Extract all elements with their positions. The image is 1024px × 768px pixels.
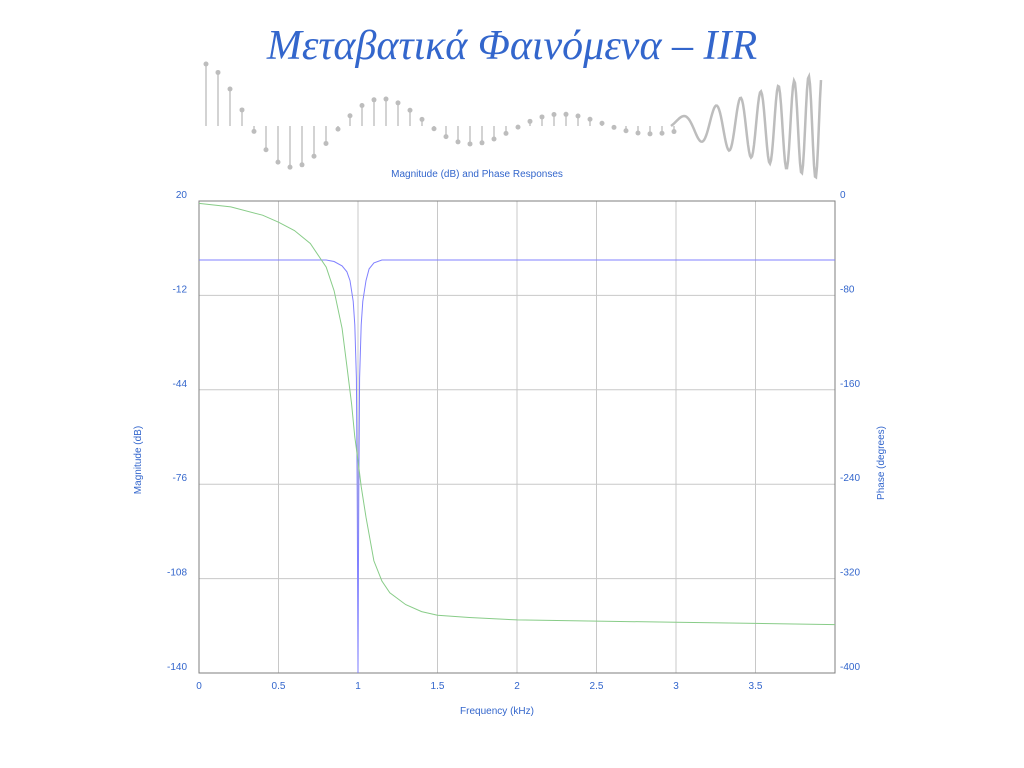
- y-tick-label-left: 20: [176, 190, 188, 201]
- series-lines: [198, 202, 836, 674]
- banner-stem-dot: [407, 107, 413, 113]
- banner-stem-dot: [671, 129, 677, 135]
- banner-stem-dot: [587, 116, 593, 122]
- banner-stem-dot: [347, 113, 353, 119]
- banner-stem-dot: [287, 164, 293, 170]
- chart-title: Magnitude (dB) and Phase Responses: [391, 169, 563, 180]
- y-axis-label-right: Phase (degrees): [876, 426, 887, 500]
- plot-frame: [198, 200, 836, 674]
- banner-stem-dot: [527, 118, 533, 124]
- banner-stem-dot: [659, 130, 665, 136]
- x-tick-label: 2: [514, 681, 520, 692]
- banner-stem-dot: [275, 159, 281, 165]
- banner-stem-dot: [575, 113, 581, 119]
- y-tick-label-right: -320: [840, 568, 860, 579]
- banner-stem-dot: [203, 61, 209, 67]
- banner-stem-dot: [599, 120, 605, 126]
- banner-stem-dot: [383, 96, 389, 102]
- x-tick-label: 0: [196, 681, 202, 692]
- banner-stem-dot: [419, 116, 425, 122]
- banner-stem-dot: [371, 97, 377, 103]
- banner-stem-dot: [635, 130, 641, 136]
- banner-stem-dot: [479, 140, 485, 146]
- grid-lines: [199, 201, 835, 673]
- x-tick-label: 0.5: [272, 681, 286, 692]
- banner-stem-dot: [503, 130, 509, 136]
- x-tick-label: 3: [673, 681, 679, 692]
- y-tick-label-right: -160: [840, 379, 860, 390]
- y-tick-label-left: -108: [167, 568, 187, 579]
- y-tick-label-left: -76: [173, 473, 188, 484]
- banner-stem-dot: [251, 128, 257, 134]
- banner-stem-dot: [611, 124, 617, 130]
- banner-stem-dot: [623, 128, 629, 134]
- banner-stem-dot: [299, 162, 305, 168]
- banner-stem-dot: [515, 124, 521, 130]
- banner-sine-wave: [670, 72, 823, 180]
- tick-labels: 0 0.5 1 1.5 2 2.5 3 3.5 20 -12 -44 -76 -108 -140 0 -80 -…: [167, 190, 860, 692]
- banner-stem-dot: [431, 126, 437, 132]
- banner-stem-dot: [263, 147, 269, 153]
- banner-stem-dot: [455, 139, 461, 145]
- magnitude-series-line: [199, 259, 835, 674]
- banner-stem-dot: [551, 112, 557, 118]
- banner-stem-dot: [395, 100, 401, 106]
- x-tick-label: 1: [355, 681, 361, 692]
- y-tick-label-left: -44: [173, 379, 188, 390]
- banner-stem-dot: [467, 141, 473, 147]
- banner-stem-dot: [443, 134, 449, 140]
- x-tick-label: 2.5: [590, 681, 604, 692]
- x-axis-label: Frequency (kHz): [460, 706, 534, 717]
- banner-stem-dot: [215, 69, 221, 75]
- y-tick-label-left: -12: [173, 284, 188, 295]
- banner-stem-dot: [323, 140, 329, 146]
- x-tick-label: 3.5: [749, 681, 763, 692]
- y-tick-label-right: 0: [840, 190, 846, 201]
- banner-stem-dot: [359, 103, 365, 109]
- y-tick-label-right: -400: [840, 662, 860, 673]
- banner-stem-dot: [311, 153, 317, 159]
- banner-stem-dot: [491, 136, 497, 142]
- banner-stem-dot: [563, 111, 569, 117]
- y-tick-label-left: -140: [167, 662, 187, 673]
- banner-stem-dot: [227, 86, 233, 92]
- x-tick-label: 1.5: [431, 681, 445, 692]
- phase-series-line: [198, 202, 836, 626]
- y-axis-label-left: Magnitude (dB): [133, 426, 144, 494]
- slide-title: Μεταβατικά Φαινόμενα – IIR: [266, 23, 758, 69]
- banner-stem-dot: [647, 131, 653, 137]
- y-tick-label-right: -240: [840, 473, 860, 484]
- impulse-response-banner-icon: [203, 61, 823, 180]
- banner-stem-dot: [335, 126, 341, 132]
- banner-stem-dot: [239, 107, 245, 113]
- y-tick-label-right: -80: [840, 284, 855, 295]
- banner-stem-dot: [539, 114, 545, 120]
